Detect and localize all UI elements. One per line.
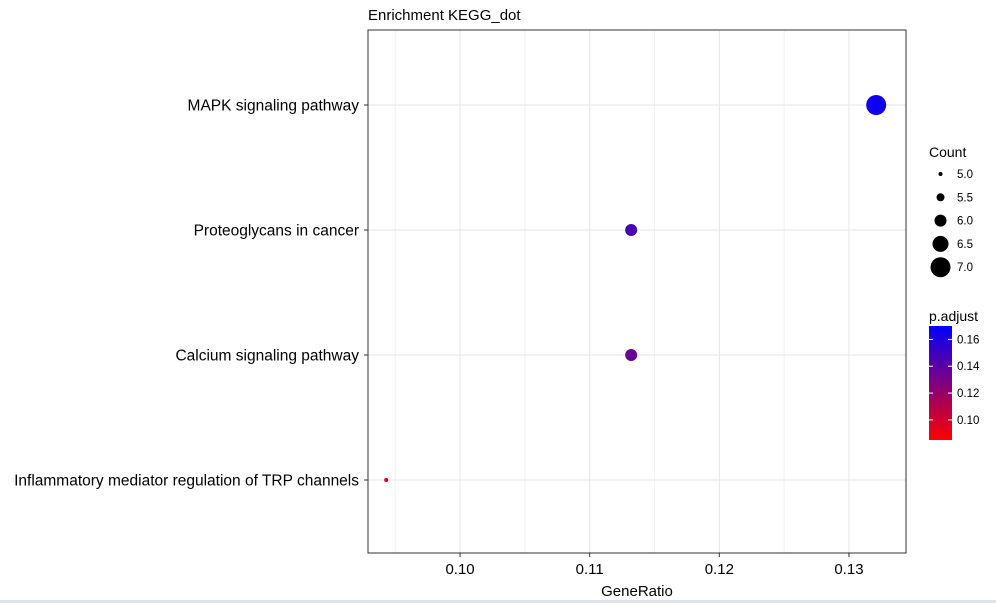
count-legend-key [936, 193, 945, 202]
count-legend-key [934, 214, 947, 227]
padjust-legend: p.adjust 0.16 0.14 0.12 0.10 [929, 308, 980, 440]
count-legend-label: 7.0 [957, 262, 973, 274]
padjust-colorbar [929, 326, 952, 440]
plot-background [368, 30, 906, 553]
colorbar-tick-label: 0.10 [957, 415, 979, 427]
x-tick-label: 0.12 [705, 561, 734, 578]
padjust-legend-title: p.adjust [929, 308, 978, 324]
y-tick-label: Inflammatory mediator regulation of TRP … [14, 473, 359, 490]
x-axis: 0.10 0.11 0.12 0.13 [445, 553, 864, 578]
x-tick-label: 0.11 [576, 561, 604, 578]
count-legend-key [938, 172, 943, 176]
count-legend-label: 5.5 [957, 192, 973, 204]
count-legend-label: 5.0 [957, 169, 973, 181]
x-tick-label: 0.10 [445, 561, 474, 578]
count-legend-title: Count [929, 144, 966, 160]
colorbar-tick-label: 0.12 [957, 388, 979, 400]
x-axis-title: GeneRatio [601, 583, 673, 600]
data-point [625, 224, 638, 236]
colorbar-tick-label: 0.14 [957, 361, 980, 373]
grid-lines [368, 30, 906, 553]
data-point [384, 478, 389, 482]
y-axis: MAPK signaling pathway Proteoglycans in c… [14, 98, 368, 490]
count-legend-key [932, 235, 949, 252]
count-legend-label: 6.0 [957, 216, 973, 228]
plot-area [367, 29, 907, 554]
chart-title: Enrichment KEGG_dot [368, 7, 521, 24]
colorbar-tick-label: 0.16 [957, 334, 979, 346]
data-point [625, 349, 638, 361]
window-bottom-edge [0, 600, 996, 603]
count-legend-key [930, 257, 951, 278]
y-tick-label: Proteoglycans in cancer [194, 223, 359, 240]
count-legend: Count 5.0 5.5 6.0 6.5 7.0 [929, 144, 973, 278]
x-tick-label: 0.13 [834, 561, 863, 578]
padjust-legend-ticks: 0.16 0.14 0.12 0.10 [929, 334, 980, 427]
y-tick-label: MAPK signaling pathway [188, 98, 360, 115]
y-tick-label: Calcium signaling pathway [175, 348, 359, 365]
count-legend-keys: 5.0 5.5 6.0 6.5 7.0 [930, 169, 973, 278]
count-legend-label: 6.5 [957, 239, 973, 251]
data-point [866, 95, 887, 115]
plot-border [367, 29, 907, 554]
data-points [384, 95, 887, 482]
